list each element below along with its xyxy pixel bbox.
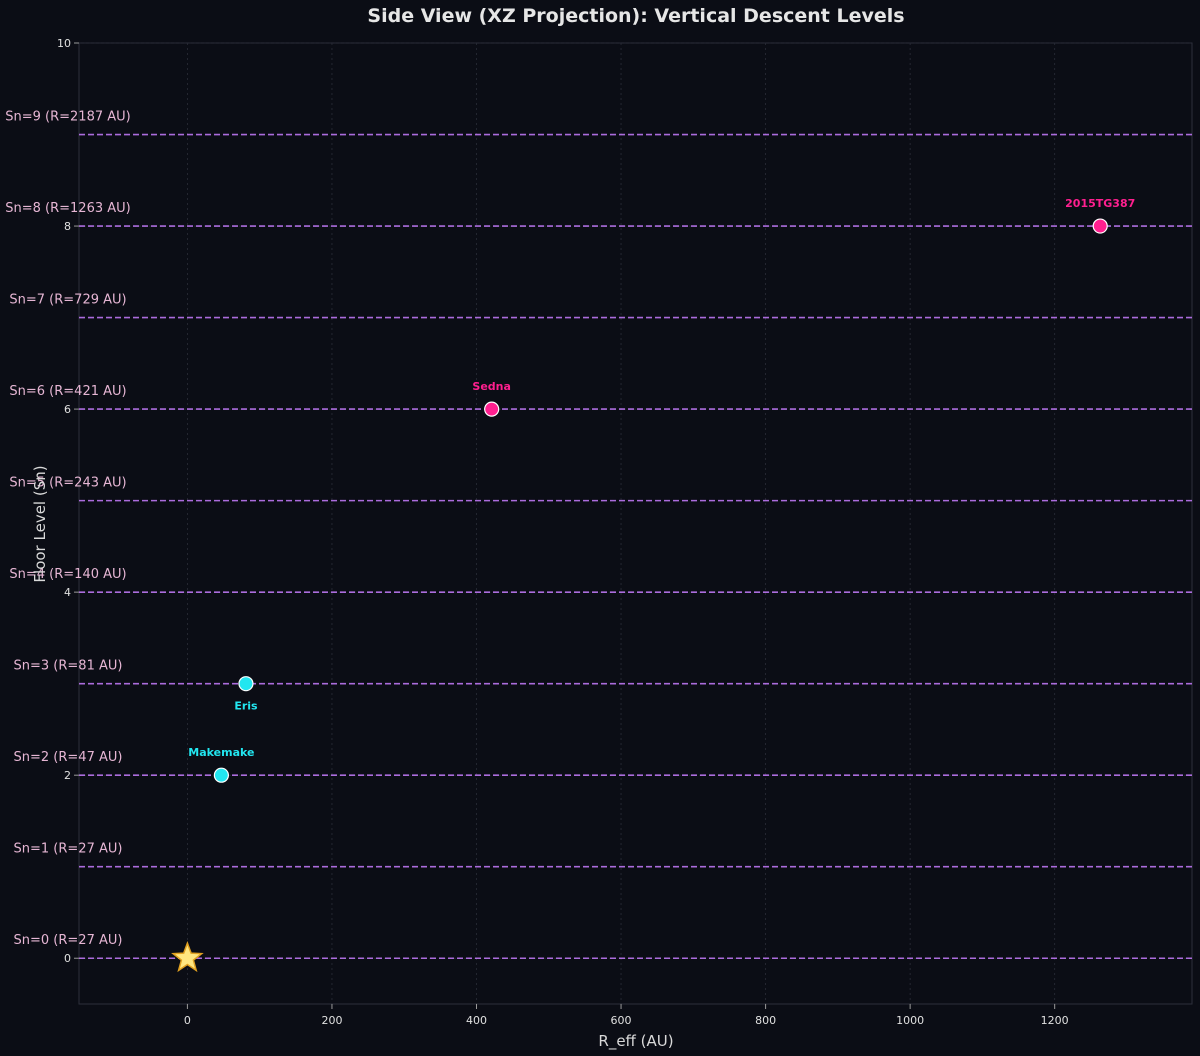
x-tick-label: 200 (321, 1014, 342, 1027)
x-tick-label: 800 (755, 1014, 776, 1027)
plot-area (78, 42, 1193, 1005)
data-point (238, 676, 254, 692)
level-label: Sn=7 (R=729 AU) (9, 293, 126, 308)
y-tick-label: 8 (64, 220, 71, 233)
x-tick-label: 0 (184, 1014, 191, 1027)
level-label: Sn=4 (R=140 AU) (9, 567, 126, 582)
x-tick-label: 1000 (896, 1014, 924, 1027)
y-tick-label: 2 (64, 769, 71, 782)
level-label: Sn=8 (R=1263 AU) (5, 201, 130, 216)
x-tick-label: 1200 (1041, 1014, 1069, 1027)
y-tick-label: 0 (64, 952, 71, 965)
data-point (213, 767, 229, 783)
level-label: Sn=0 (R=27 AU) (14, 933, 123, 948)
level-label: Sn=6 (R=421 AU) (9, 384, 126, 399)
level-label: Sn=5 (R=243 AU) (9, 476, 126, 491)
data-point-label: Eris (234, 700, 258, 713)
level-label: Sn=2 (R=47 AU) (14, 750, 123, 765)
x-tick-label: 400 (466, 1014, 487, 1027)
y-tick-label: 4 (64, 586, 71, 599)
level-label: Sn=1 (R=27 AU) (14, 842, 123, 857)
axis-ticks: 0 200 400 600 800 1000 1200 0 2 4 6 8 10 (57, 37, 1069, 1027)
data-point-label: Makemake (188, 746, 254, 759)
x-tick-label: 600 (611, 1014, 632, 1027)
data-point-label: 2015TG387 (1065, 197, 1135, 210)
level-label: Sn=9 (R=2187 AU) (5, 110, 130, 125)
data-point-label: Sedna (472, 380, 511, 393)
chart-title: Side View (XZ Projection): Vertical Desc… (367, 5, 904, 27)
y-axis-label: Floor Level (Sn) (31, 465, 49, 582)
y-tick-label: 10 (57, 37, 71, 50)
y-tick-label: 6 (64, 403, 71, 416)
data-points: Makemake Eris Sedna 2015TG387 (171, 197, 1135, 973)
data-point (484, 401, 500, 417)
level-label: Sn=3 (R=81 AU) (14, 659, 123, 674)
x-axis-label: R_eff (AU) (598, 1032, 673, 1051)
origin-star-icon (171, 941, 204, 973)
data-point (1092, 218, 1108, 234)
level-lines: Sn=0 (R=27 AU) Sn=1 (R=27 AU) Sn=2 (R=47 A… (5, 110, 1192, 960)
